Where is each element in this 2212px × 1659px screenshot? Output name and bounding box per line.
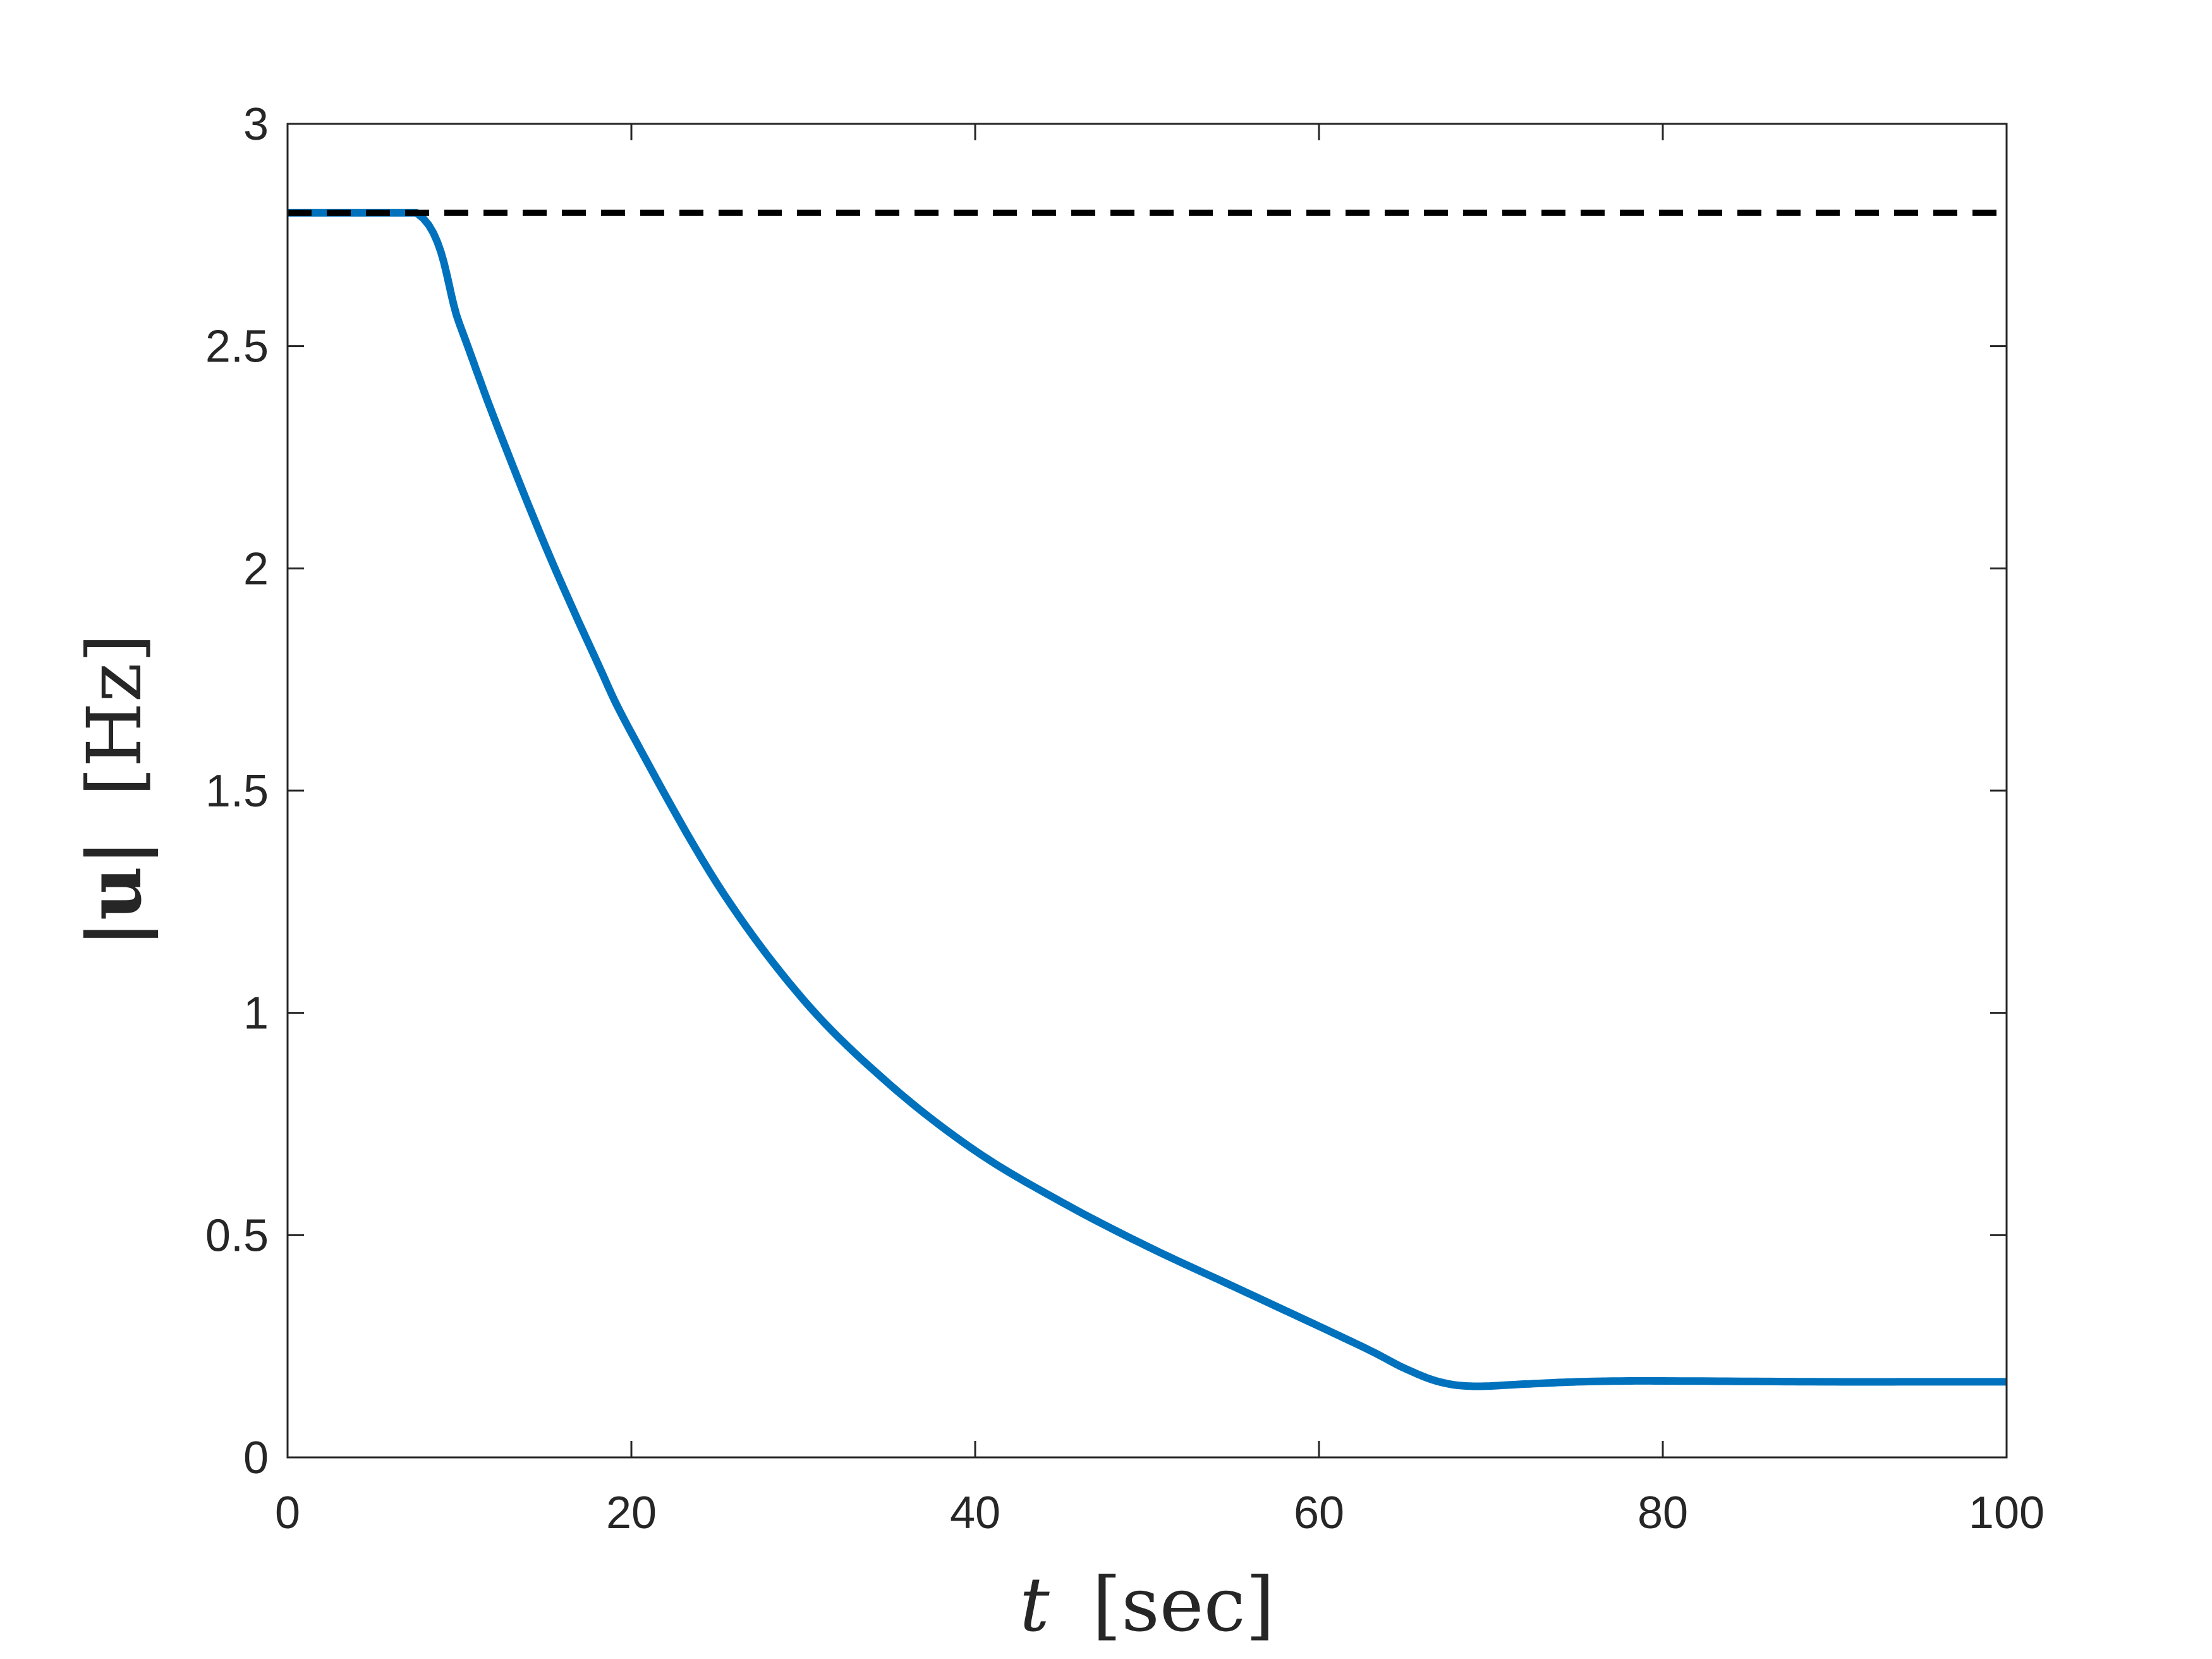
y-axis-unit: [Hz] xyxy=(71,634,158,796)
x-tick-label: 20 xyxy=(606,1488,657,1538)
x-tick-label: 100 xyxy=(1969,1488,2045,1538)
y-tick-label: 2.5 xyxy=(205,322,269,372)
series-line-solid xyxy=(288,209,2007,1390)
x-tick-label: 0 xyxy=(275,1488,300,1538)
y-tick-label: 1 xyxy=(243,988,269,1039)
y-tick-label: 2 xyxy=(243,544,269,594)
x-axis-unit: [sec] xyxy=(1092,1561,1275,1648)
y-axis-title: |u| [Hz] xyxy=(70,634,158,947)
y-tick-label: 0.5 xyxy=(205,1210,269,1261)
x-tick-label: 80 xyxy=(1638,1488,1688,1538)
x-tick-label: 60 xyxy=(1294,1488,1344,1538)
y-tick-label: 3 xyxy=(243,99,269,150)
x-tick-label: 40 xyxy=(950,1488,1000,1538)
x-axis-title: t [sec] xyxy=(1019,1561,1274,1648)
x-axis-variable: t xyxy=(1019,1561,1050,1648)
series-layer xyxy=(288,209,2007,1390)
plot-frame xyxy=(286,123,2008,1459)
labels-layer: 0 20 40 60 80 100 0 0.5 1 1.5 2 2.5 3 xyxy=(205,99,2045,1538)
y-axis-variable: |u| xyxy=(70,839,158,948)
y-tick-label: 0 xyxy=(243,1433,269,1483)
y-tick-label: 1.5 xyxy=(205,766,269,817)
